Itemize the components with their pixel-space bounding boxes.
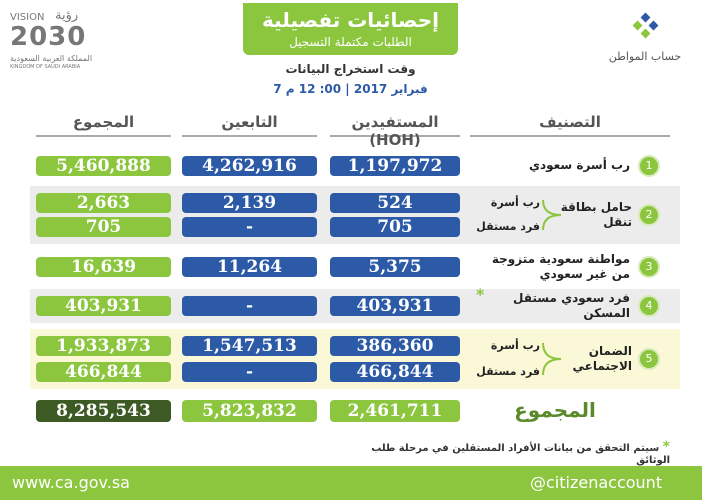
value-cell: - bbox=[182, 296, 317, 316]
column-header: التصنيف bbox=[470, 113, 670, 137]
row-label: الضمان الاجتماعي bbox=[572, 344, 632, 373]
value-cell: 705 bbox=[330, 217, 460, 237]
kingdom-english: KINGDOM OF SAUDI ARABIA bbox=[10, 64, 81, 70]
column-header: المستفيدين (HOH) bbox=[330, 113, 460, 149]
website: www.ca.gov.sa bbox=[12, 473, 130, 492]
value-cell: 403,931 bbox=[36, 296, 171, 316]
total-cell: 2,461,711 bbox=[330, 400, 460, 422]
bracket-arrow bbox=[542, 342, 562, 376]
value-cell: 466,844 bbox=[36, 362, 171, 382]
row-label: رب أسرة سعودي bbox=[528, 158, 630, 172]
kingdom-arabic: المملكة العربية السعودية bbox=[10, 54, 93, 63]
handle: @citizenaccount bbox=[530, 473, 663, 492]
extraction-time: فبراير 2017 | 00: 12 م 7 bbox=[273, 82, 428, 96]
vision-logo: VISION رؤية 2030 المملكة العربية السعودي… bbox=[10, 8, 140, 70]
value-cell: 11,264 bbox=[182, 257, 317, 277]
extraction-label: وقت استخراج البيانات bbox=[285, 62, 416, 76]
value-cell: 5,460,888 bbox=[36, 156, 171, 176]
column-header: المجموع bbox=[36, 113, 171, 137]
footnote: * سيتم التحقق من بيانات الأفراد المستقلي… bbox=[350, 439, 670, 466]
value-cell: 5,375 bbox=[330, 257, 460, 277]
row-number: 4 bbox=[638, 295, 660, 317]
row-sublabel: رب أسرة bbox=[490, 339, 540, 352]
citizen-logo: حساب المواطن bbox=[600, 12, 690, 72]
value-cell: 2,663 bbox=[36, 193, 171, 213]
citizen-icon bbox=[632, 12, 659, 39]
value-cell: 1,933,873 bbox=[36, 336, 171, 356]
row-note: * bbox=[476, 285, 485, 304]
title: إحصائيات تفصيلية bbox=[262, 8, 439, 32]
value-cell: 403,931 bbox=[330, 296, 460, 316]
value-cell: 466,844 bbox=[330, 362, 460, 382]
title-banner: إحصائيات تفصيلية الطلبات مكتملة التسجيل bbox=[243, 3, 458, 55]
vision-english: VISION bbox=[10, 12, 45, 23]
value-cell: 2,139 bbox=[182, 193, 317, 213]
vision-year: 2030 bbox=[10, 22, 87, 52]
row-sublabel: فرد مستقل bbox=[476, 365, 540, 378]
row-sublabel: رب أسرة bbox=[490, 196, 540, 209]
footnote-text: سيتم التحقق من بيانات الأفراد المستقلين … bbox=[371, 443, 670, 466]
value-cell: 705 bbox=[36, 217, 171, 237]
row-number: 3 bbox=[638, 256, 660, 278]
bracket-arrow bbox=[542, 199, 562, 231]
total-cell: 5,823,832 bbox=[182, 400, 317, 422]
value-cell: 386,360 bbox=[330, 336, 460, 356]
footnote-marker: * bbox=[662, 439, 670, 455]
total-label: المجموع bbox=[514, 398, 596, 422]
value-cell: 524 bbox=[330, 193, 460, 213]
citizen-account: حساب المواطن bbox=[608, 50, 682, 63]
vision-arabic: رؤية bbox=[55, 8, 79, 23]
subtitle: الطلبات مكتملة التسجيل bbox=[289, 35, 412, 49]
value-cell: 16,639 bbox=[36, 257, 171, 277]
row-label: فرد سعودي مستقل المسكن bbox=[513, 291, 630, 320]
row-number: 1 bbox=[638, 155, 660, 177]
value-cell: - bbox=[182, 217, 317, 237]
footer: www.ca.gov.sa @citizenaccount bbox=[0, 466, 702, 500]
value-cell: 1,547,513 bbox=[182, 336, 317, 356]
row-label: حامل بطاقة تنقل bbox=[560, 200, 632, 229]
row-number: 2 bbox=[638, 204, 660, 226]
row-number: 5 bbox=[638, 348, 660, 370]
value-cell: - bbox=[182, 362, 317, 382]
column-header: التابعين bbox=[182, 113, 317, 137]
row-sublabel: فرد مستقل bbox=[476, 220, 540, 233]
total-cell: 8,285,543 bbox=[36, 400, 171, 422]
row-label: مواطنة سعودية متزوجة من غير سعودي bbox=[491, 252, 630, 281]
value-cell: 1,197,972 bbox=[330, 156, 460, 176]
value-cell: 4,262,916 bbox=[182, 156, 317, 176]
